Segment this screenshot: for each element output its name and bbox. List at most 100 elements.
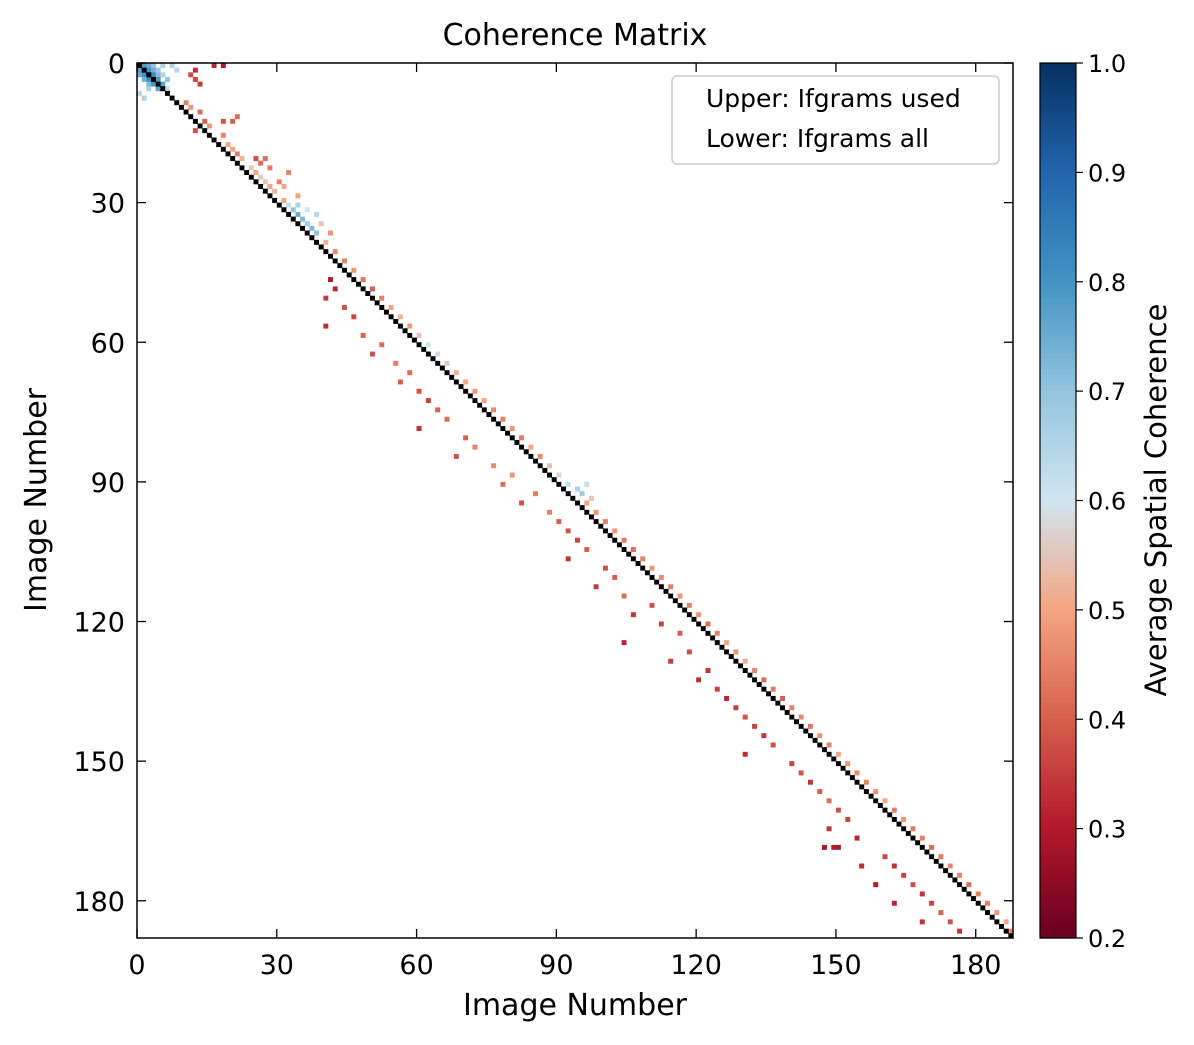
matrix-cell	[164, 76, 170, 82]
matrix-cell	[947, 919, 953, 925]
diagonal-cell	[794, 719, 799, 725]
diagonal-cell	[239, 165, 245, 171]
matrix-cell	[770, 686, 776, 692]
matrix-cell	[547, 509, 553, 515]
diagonal-cell	[710, 635, 716, 641]
matrix-cell	[565, 556, 571, 562]
matrix-cell	[141, 63, 147, 68]
diagonal-cell	[505, 430, 511, 436]
matrix-cell	[188, 104, 194, 110]
diagonal-cell	[915, 840, 921, 846]
diagonal-cell	[393, 318, 399, 324]
colorbar-segment	[1040, 363, 1076, 370]
diagonal-cell	[742, 668, 748, 674]
matrix-cell	[957, 928, 963, 934]
matrix-cell	[290, 207, 296, 213]
diagonal-cell	[663, 588, 669, 594]
colorbar-segment	[1040, 855, 1076, 863]
colorbar-segment	[1040, 834, 1076, 841]
diagonal-cell	[714, 640, 720, 646]
colorbar-segment	[1040, 648, 1076, 655]
diagonal-cell	[188, 114, 194, 120]
matrix-cell	[859, 863, 865, 869]
matrix-cell	[938, 854, 944, 860]
matrix-cell	[323, 239, 329, 245]
colorbar-segment	[1040, 188, 1076, 195]
diagonal-cell	[491, 416, 497, 422]
colorbar-tick-label: 1.0	[1088, 50, 1126, 78]
colorbar-segment	[1040, 150, 1076, 157]
matrix-cell	[891, 807, 897, 813]
matrix-cell	[742, 751, 748, 757]
x-tick-label: 90	[539, 950, 573, 981]
colorbar-segment	[1040, 445, 1076, 452]
matrix-cell	[831, 844, 837, 850]
diagonal-cell	[724, 649, 730, 655]
matrix-cell	[835, 807, 841, 813]
colorbar-segment	[1040, 177, 1076, 184]
diagonal-cell	[691, 616, 697, 622]
diagonal-cell	[835, 761, 841, 767]
matrix-cell	[807, 723, 813, 729]
colorbar-segment	[1040, 106, 1076, 113]
matrix-cell	[780, 695, 785, 701]
diagonal-cell	[258, 184, 264, 189]
matrix-cell	[733, 705, 739, 711]
matrix-cell	[197, 109, 203, 115]
matrix-cell	[630, 612, 636, 618]
matrix-cell	[491, 463, 497, 469]
colorbar-segment	[1040, 790, 1076, 797]
matrix-cell	[206, 123, 212, 129]
y-tick-label: 180	[73, 887, 125, 918]
matrix-cell	[556, 472, 562, 478]
matrix-cell	[253, 156, 259, 162]
matrix-cell	[155, 86, 161, 92]
diagonal-cell	[356, 281, 361, 287]
matrix-cell	[985, 900, 991, 906]
colorbar-segment	[1040, 588, 1076, 595]
diagonal-cell	[961, 886, 967, 892]
matrix-cell	[742, 658, 748, 664]
colorbar-segment	[1040, 484, 1076, 491]
matrix-cell	[975, 891, 981, 897]
colorbar-segment	[1040, 784, 1076, 791]
matrix-cell	[169, 63, 175, 68]
matrix-cell	[323, 323, 329, 329]
x-tick-label: 0	[128, 950, 145, 981]
diagonal-cell	[514, 439, 520, 445]
matrix-cell	[141, 76, 147, 82]
matrix-cell	[602, 519, 608, 525]
matrix-cell	[677, 630, 683, 636]
diagonal-cell	[337, 263, 343, 269]
y-tick-label: 0	[108, 49, 125, 80]
colorbar-segment	[1040, 73, 1076, 81]
matrix-cell	[183, 100, 189, 106]
matrix-cell	[155, 67, 161, 73]
colorbar-segment	[1040, 385, 1076, 392]
diagonal-cell	[174, 100, 180, 106]
matrix-cell	[286, 202, 292, 208]
matrix-cell	[584, 500, 590, 506]
colorbar-segment	[1040, 812, 1076, 819]
y-tick-label: 60	[91, 328, 125, 359]
matrix-cell	[724, 695, 730, 701]
colorbar-segment	[1040, 467, 1076, 474]
matrix-cell	[714, 686, 720, 692]
diagonal-cell	[509, 435, 515, 441]
matrix-cell	[500, 481, 506, 487]
diagonal-cell	[533, 458, 539, 464]
diagonal-cell	[770, 695, 776, 701]
matrix-cell	[379, 342, 385, 348]
diagonal-cell	[137, 63, 142, 68]
matrix-cell	[141, 95, 147, 101]
diagonal-cell	[630, 556, 636, 562]
colorbar-segment	[1040, 210, 1076, 217]
matrix-cell	[630, 547, 636, 552]
colorbar-segment	[1040, 888, 1076, 895]
diagonal-cell	[342, 267, 347, 273]
colorbar-segment	[1040, 161, 1076, 168]
diagonal-cell	[654, 579, 660, 585]
colorbar-segment	[1040, 779, 1076, 786]
diagonal-cell	[202, 128, 208, 134]
diagonal-cell	[519, 444, 525, 450]
